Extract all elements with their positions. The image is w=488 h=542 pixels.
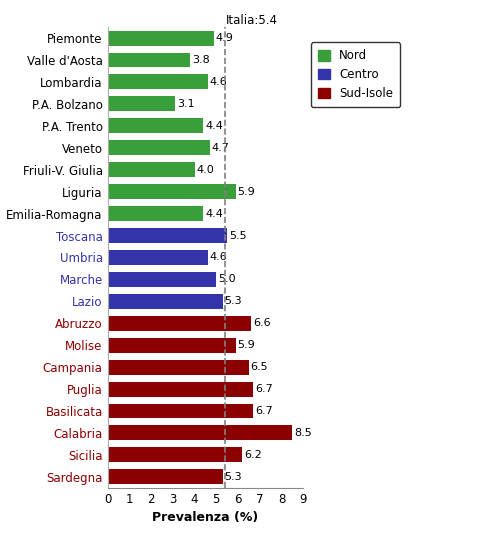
Text: 5.3: 5.3 — [224, 296, 242, 306]
Bar — [107, 118, 203, 133]
Text: 6.2: 6.2 — [244, 450, 261, 460]
Bar — [107, 96, 175, 111]
Bar — [107, 30, 214, 46]
Bar — [107, 162, 194, 177]
Text: 6.5: 6.5 — [250, 362, 267, 372]
Text: 5.3: 5.3 — [224, 472, 242, 482]
Text: 4.4: 4.4 — [204, 121, 223, 131]
Bar — [107, 469, 223, 485]
Text: 4.7: 4.7 — [211, 143, 229, 153]
Bar — [107, 228, 226, 243]
Bar — [107, 184, 235, 199]
Text: 4.6: 4.6 — [209, 77, 226, 87]
Bar — [107, 206, 203, 221]
Text: 4.9: 4.9 — [215, 33, 233, 43]
Text: 3.1: 3.1 — [176, 99, 194, 109]
Bar — [107, 316, 250, 331]
Text: 6.6: 6.6 — [252, 318, 270, 328]
Text: Italia:5.4: Italia:5.4 — [225, 14, 278, 27]
Bar — [107, 382, 253, 397]
Text: 4.0: 4.0 — [196, 165, 214, 175]
Text: 5.0: 5.0 — [218, 274, 235, 285]
Text: 3.8: 3.8 — [191, 55, 209, 65]
X-axis label: Prevalenza (%): Prevalenza (%) — [152, 511, 258, 524]
Text: 4.4: 4.4 — [204, 209, 223, 218]
Text: 5.9: 5.9 — [237, 340, 255, 350]
Bar — [107, 360, 248, 375]
Text: 4.6: 4.6 — [209, 253, 226, 262]
Text: 6.7: 6.7 — [254, 384, 272, 394]
Text: 6.7: 6.7 — [254, 406, 272, 416]
Bar — [107, 404, 253, 418]
Bar — [107, 140, 209, 155]
Bar — [107, 272, 216, 287]
Bar — [107, 338, 235, 353]
Text: 5.5: 5.5 — [228, 230, 246, 241]
Text: 5.9: 5.9 — [237, 186, 255, 197]
Bar — [107, 74, 207, 89]
Legend: Nord, Centro, Sud-Isole: Nord, Centro, Sud-Isole — [310, 42, 400, 107]
Bar — [107, 425, 292, 441]
Text: 8.5: 8.5 — [293, 428, 311, 438]
Bar — [107, 448, 242, 462]
Bar — [107, 294, 223, 309]
Bar — [107, 250, 207, 265]
Bar — [107, 53, 190, 67]
